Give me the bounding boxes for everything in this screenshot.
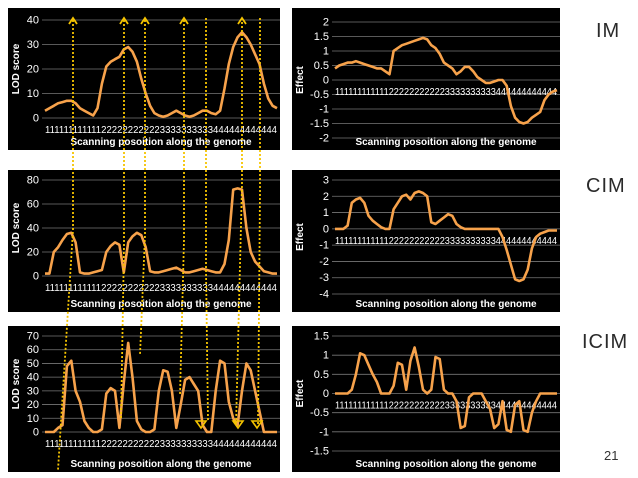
im-lod-xtick-labels: 1111111111112222222222233333333334444444… <box>45 125 277 136</box>
cim-effect-ytick-label: 2 <box>323 191 329 203</box>
qtl-up-arrow <box>140 16 150 25</box>
icim-effect-xtick-labels: 1111111111112222222222233333333334444444… <box>335 401 557 412</box>
icim-lod-ytick-label: 20 <box>27 399 39 411</box>
icim-effect-ytick-label: 1 <box>323 350 329 362</box>
method-label-im: IM <box>596 20 621 42</box>
icim-effect-chart: -1.5 -1 -0.5 0 0.5 1 1.5 Effect 1111111111112222… <box>292 326 560 472</box>
im-effect-series-line <box>334 36 558 125</box>
icim-lod-ytick-label: 70 <box>27 331 39 343</box>
qtl-up-arrow <box>119 16 129 25</box>
qtl-dotted-line <box>57 20 74 471</box>
im-effect-ytick-label: 2 <box>323 17 329 29</box>
cim-lod-xlabel: Scanning posoition along the genome <box>70 299 252 310</box>
im-effect-panel <box>292 8 560 150</box>
im-lod-ytick-label: 10 <box>27 88 39 100</box>
icim-effect-xlabel: Scanning posoition along the genome <box>355 459 537 470</box>
qtl-down-arrow <box>231 420 245 430</box>
cim-effect-ytick-label: -1 <box>319 240 329 252</box>
im-effect-ytick-label: -2 <box>319 133 329 145</box>
icim-effect-ylabel: Effect <box>295 379 306 407</box>
qtl-down-arrow <box>194 420 208 430</box>
im-lod-ytick-label: 30 <box>27 39 39 51</box>
icim-effect-ytick-label: -0.5 <box>310 407 329 419</box>
icim-lod-series-line <box>45 341 277 434</box>
im-lod-ylabel: LOD score <box>11 43 22 94</box>
qtl-alignment-lines <box>57 16 264 471</box>
im-lod-ytick-label: 0 <box>33 113 39 125</box>
icim-effect-series-line <box>335 346 557 434</box>
qtl-up-arrow <box>179 16 189 25</box>
page-number: 21 <box>604 448 619 463</box>
cim-lod-ytick-label: 80 <box>27 175 39 187</box>
icim-effect-ytick-label: -1.5 <box>310 446 329 458</box>
im-effect-ylabel: Effect <box>295 65 306 93</box>
qtl-down-arrow <box>250 420 264 430</box>
icim-lod-ytick-label: 30 <box>27 385 39 397</box>
im-effect-chart: -2 -1.5 -1 -0.5 0 0.5 1 1.5 2 Effect 1111111111112… <box>292 8 560 150</box>
icim-lod-ytick-label: 60 <box>27 344 39 356</box>
cim-lod-ytick-label: 20 <box>27 247 39 259</box>
qtl-up-arrow <box>68 16 78 25</box>
cim-effect-ytick-label: -4 <box>319 289 329 301</box>
cim-effect-xtick-labels: 1111111111112222222222233333333334444444… <box>335 236 557 247</box>
icim-effect-panel <box>292 326 560 472</box>
qtl-dotted-line <box>179 20 185 396</box>
im-lod-panel <box>8 8 280 150</box>
cim-lod-ytick-label: 0 <box>33 271 39 283</box>
im-effect-ytick-label: -1 <box>319 104 329 116</box>
im-effect-ytick-label: -1.5 <box>310 118 329 130</box>
icim-effect-ytick-label: 0 <box>323 388 329 400</box>
im-effect-ytick-label: 0 <box>323 75 329 87</box>
icim-lod-ytick-label: 0 <box>33 427 39 439</box>
method-label-cim: CIM <box>586 175 626 197</box>
icim-effect-ytick-label: 0.5 <box>314 369 329 381</box>
cim-effect-ytick-label: 1 <box>323 207 329 219</box>
cim-effect-panel <box>292 170 560 312</box>
cim-effect-ytick-label: 0 <box>323 223 329 235</box>
icim-lod-xtick-labels: 1111111111112222222222233333333334444444… <box>45 439 277 450</box>
icim-lod-ytick-label: 50 <box>27 358 39 370</box>
im-effect-ytick-label: 1.5 <box>314 31 329 43</box>
cim-lod-ytick-label: 60 <box>27 199 39 211</box>
icim-lod-ytick-label: 40 <box>27 372 39 384</box>
cim-lod-ylabel: LOD score <box>11 202 22 253</box>
cim-effect-series-line <box>335 190 557 283</box>
icim-lod-ylabel: LOD score <box>11 358 22 409</box>
qtl-dotted-line <box>120 20 125 421</box>
im-lod-chart: 0 10 20 30 40 LOD score 1111111111112222222222… <box>8 8 280 150</box>
icim-lod-panel <box>8 326 280 472</box>
icim-effect-ytick-label: 1.5 <box>314 331 329 343</box>
im-effect-ytick-label: 0.5 <box>314 60 329 72</box>
cim-effect-ytick-label: -3 <box>319 272 329 284</box>
im-lod-ytick-label: 40 <box>27 15 39 27</box>
cim-effect-xlabel: Scanning posoition along the genome <box>355 299 537 310</box>
method-label-icim: ICIM <box>582 331 629 353</box>
qtl-up-arrow <box>237 16 247 25</box>
cim-effect-ytick-label: 3 <box>323 175 329 187</box>
im-effect-ytick-label: 1 <box>323 46 329 58</box>
qtl-dotted-line <box>205 18 209 421</box>
im-lod-xlabel: Scanning posoition along the genome <box>70 137 252 148</box>
cim-lod-series-line <box>45 187 277 275</box>
im-lod-ytick-label: 20 <box>27 64 39 76</box>
cim-effect-ylabel: Effect <box>295 222 306 250</box>
cim-effect-ytick-label: -2 <box>319 256 329 268</box>
im-effect-xlabel: Scanning posoition along the genome <box>355 137 537 148</box>
qtl-dotted-line <box>257 18 261 426</box>
icim-lod-ytick-label: 10 <box>27 413 39 425</box>
im-effect-xtick-labels: 1111111111112222222222233333333334444444… <box>335 87 557 98</box>
im-lod-series-line <box>44 30 278 119</box>
cim-effect-chart: -4 -3 -2 -1 0 1 2 3 Effect 1111111111112222222222… <box>292 170 560 312</box>
icim-lod-xlabel: Scanning posoition along the genome <box>70 459 252 470</box>
icim-effect-ytick-label: -1 <box>319 426 329 438</box>
cim-lod-xtick-labels: 1111111111112222222222233333333334444444… <box>45 283 277 294</box>
im-effect-ytick-label: -0.5 <box>310 89 329 101</box>
cim-lod-ytick-label: 40 <box>27 223 39 235</box>
